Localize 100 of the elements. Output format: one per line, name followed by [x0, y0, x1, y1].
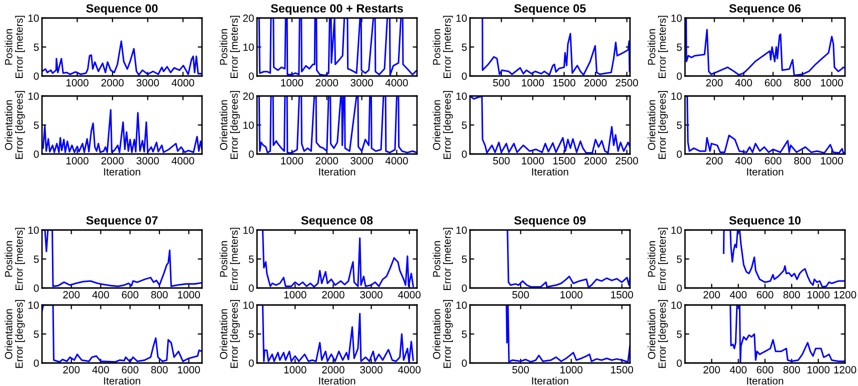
y-tick-label: 5 — [34, 330, 39, 338]
y-tick-label: 10 — [671, 14, 682, 22]
chart-title: Sequence 08 — [301, 216, 373, 227]
x-tick-label: 1500 — [611, 291, 634, 298]
y-axis-title: Position Error [meters] — [4, 228, 25, 290]
x-tick-label: 600 — [122, 291, 138, 298]
y-axis-title: Position Error [meters] — [432, 228, 453, 290]
x-axis-title: Iteration — [319, 376, 356, 385]
y-axis-title: Orientation Error [degrees] — [432, 300, 453, 368]
x-tick-label: 2000 — [584, 79, 607, 86]
y-axis-title: Orientation Error [degrees] — [220, 91, 240, 159]
x-tick-label: 200 — [63, 291, 80, 298]
x-tick-label: 4000 — [172, 79, 194, 86]
x-tick-label: 4000 — [398, 366, 421, 374]
line-series — [262, 305, 414, 363]
x-tick-label: 600 — [764, 157, 782, 164]
x-tick-label: 500 — [493, 157, 510, 164]
y-tick-label: 10 — [28, 226, 39, 234]
y-tick-label: 10 — [243, 44, 254, 51]
x-tick-label: 200 — [706, 79, 723, 86]
y-tick-label: 5 — [462, 256, 467, 263]
line-series — [685, 96, 845, 154]
x-axis-title: Iteration — [319, 168, 356, 176]
x-tick-label: 1500 — [553, 79, 576, 86]
line-series — [257, 96, 417, 154]
x-tick-label: 400 — [730, 366, 747, 374]
x-tick-label: 1000 — [66, 79, 88, 86]
y-tick-label: 0 — [34, 72, 39, 80]
x-tick-label: 2500 — [616, 157, 638, 164]
y-tick-label: 10 — [243, 302, 254, 309]
x-tick-label: 1000 — [821, 157, 843, 164]
y-axis-title: Orientation Error [degrees] — [648, 300, 668, 368]
y-tick-label: 5 — [34, 122, 39, 129]
y-axis-title: Orientation Error [degrees] — [4, 91, 25, 159]
x-tick-label: 200 — [704, 366, 720, 374]
y-tick-label: 0 — [462, 284, 467, 292]
y-tick-label: 0 — [248, 72, 254, 80]
x-tick-label: 1000 — [281, 79, 304, 86]
x-axis-title: Iteration — [104, 376, 140, 385]
x-tick-label: 2000 — [584, 157, 607, 164]
y-tick-label: 5 — [462, 122, 467, 129]
y-axis-title: Orientation Error [degrees] — [648, 91, 668, 159]
x-tick-label: 800 — [151, 291, 168, 298]
line-series — [722, 230, 845, 288]
chart-title: Sequence 06 — [729, 4, 801, 15]
y-tick-label: 5 — [676, 122, 682, 129]
chart-title: Sequence 00 — [86, 4, 158, 15]
chart-title: Sequence 10 — [729, 216, 801, 227]
x-tick-label: 2000 — [316, 79, 338, 86]
x-tick-label: 1000 — [522, 157, 544, 164]
x-tick-label: 800 — [151, 366, 168, 374]
x-tick-label: 1500 — [553, 157, 576, 164]
y-tick-label: 5 — [248, 330, 254, 338]
x-tick-label: 200 — [63, 366, 80, 374]
line-series — [506, 230, 630, 288]
x-axis-title: Iteration — [747, 376, 784, 385]
chart-title: Sequence 09 — [514, 216, 586, 227]
x-axis-title: Iteration — [532, 376, 568, 385]
y-tick-label: 0 — [34, 360, 39, 367]
x-tick-label: 2000 — [101, 79, 124, 86]
x-tick-label: 500 — [493, 79, 510, 86]
x-tick-label: 2000 — [322, 291, 344, 298]
chart-title: Sequence 07 — [86, 216, 158, 227]
y-tick-label: 10 — [28, 14, 39, 22]
y-tick-label: 10 — [671, 226, 682, 234]
x-tick-label: 1000 — [66, 157, 88, 164]
x-tick-label: 1000 — [560, 291, 582, 298]
chart-title: Sequence 00 + Restarts — [270, 4, 403, 15]
x-tick-label: 2500 — [616, 79, 638, 86]
x-tick-label: 1500 — [611, 366, 634, 374]
y-axis-title: Position Error [meters] — [648, 228, 668, 290]
chart-title: Sequence 05 — [514, 4, 586, 15]
y-axis-title: Orientation Error [degrees] — [220, 300, 240, 368]
y-tick-label: 0 — [676, 284, 682, 292]
x-tick-label: 1000 — [284, 366, 306, 374]
x-tick-label: 4000 — [385, 157, 408, 164]
y-tick-label: 10 — [243, 122, 254, 129]
x-tick-label: 1000 — [560, 366, 582, 374]
y-tick-label: 5 — [34, 256, 39, 263]
y-tick-label: 10 — [243, 226, 254, 234]
x-axis-title: Iteration — [747, 168, 784, 176]
y-tick-label: 0 — [676, 72, 682, 80]
y-tick-label: 5 — [676, 330, 682, 338]
x-tick-label: 4000 — [398, 291, 421, 298]
x-tick-label: 3000 — [360, 366, 382, 374]
y-axis-title: Position Error [meters] — [432, 16, 453, 78]
x-tick-label: 600 — [756, 366, 774, 374]
x-tick-label: 500 — [512, 366, 529, 374]
y-tick-label: 10 — [671, 302, 682, 309]
y-axis-title: Position Error [meters] — [4, 16, 25, 78]
y-tick-label: 10 — [456, 92, 467, 100]
x-tick-label: 3000 — [136, 79, 159, 86]
line-series — [470, 96, 630, 154]
x-tick-label: 1200 — [834, 366, 856, 374]
x-tick-label: 2000 — [322, 366, 344, 374]
y-tick-label: 10 — [456, 14, 467, 22]
y-tick-label: 0 — [248, 284, 254, 292]
x-tick-label: 600 — [764, 79, 782, 86]
x-tick-label: 1000 — [808, 366, 830, 374]
x-tick-label: 600 — [756, 291, 774, 298]
